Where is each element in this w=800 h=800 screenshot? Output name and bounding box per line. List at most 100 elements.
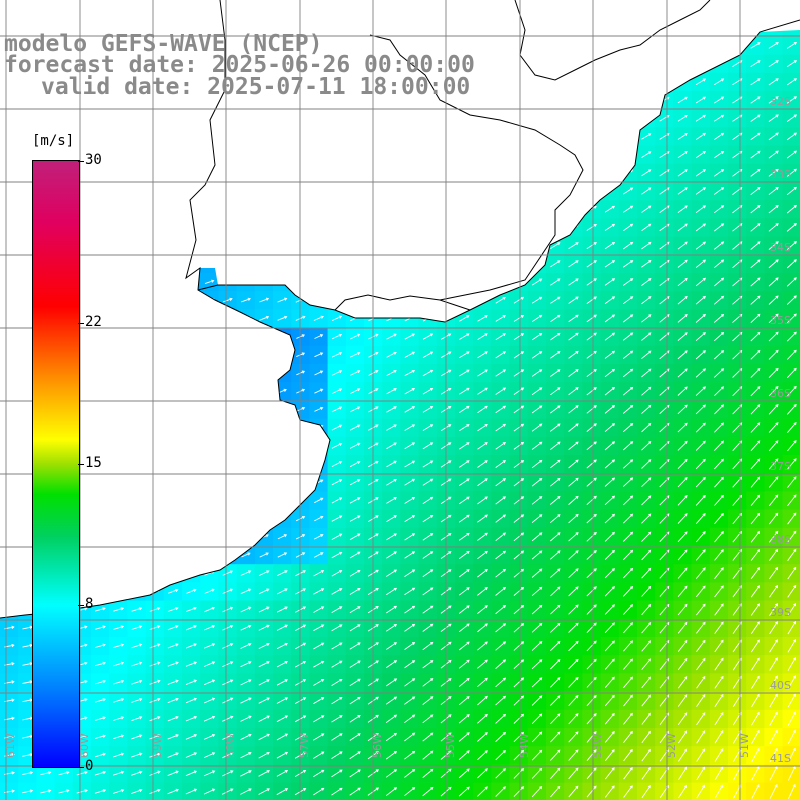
- wind-arrow: [695, 386, 706, 396]
- wind-arrow: [258, 715, 270, 722]
- wind-arrow: [695, 404, 706, 415]
- wind-arrow: [586, 550, 597, 560]
- wind-arrow: [641, 694, 652, 707]
- wind-arrow: [531, 749, 543, 761]
- wind-arrow: [422, 732, 434, 742]
- wind-arrow: [458, 750, 470, 761]
- wind-arrow: [604, 314, 616, 323]
- wind-arrow: [696, 621, 706, 634]
- wind-arrow: [696, 585, 706, 598]
- wind-arrow: [386, 642, 397, 650]
- wind-arrow: [477, 369, 488, 377]
- longitude-label: 56W: [371, 733, 384, 758]
- wind-arrow: [276, 606, 288, 613]
- wind-arrow: [240, 715, 252, 722]
- wind-arrow: [604, 731, 615, 743]
- wind-arrow: [240, 788, 252, 795]
- wind-arrow: [677, 114, 688, 122]
- wind-arrow: [568, 387, 579, 396]
- wind-arrow: [622, 549, 634, 561]
- longitude-label: 52W: [665, 733, 678, 758]
- wind-arrow: [695, 295, 706, 305]
- wind-arrow: [477, 387, 488, 395]
- wind-arrow: [314, 352, 324, 358]
- wind-arrow: [586, 658, 597, 670]
- wind-arrow: [459, 351, 470, 359]
- wind-arrow: [185, 606, 197, 613]
- wind-arrow: [641, 549, 652, 561]
- wind-arrow: [385, 769, 398, 778]
- wind-arrow: [750, 422, 761, 433]
- latitude-label: 41S: [770, 752, 791, 765]
- wind-arrow: [349, 479, 361, 486]
- wind-arrow: [386, 333, 397, 340]
- wind-arrow: [768, 476, 779, 488]
- wind-arrow: [750, 639, 760, 653]
- wind-arrow: [586, 694, 597, 707]
- wind-arrow: [641, 748, 651, 762]
- wind-arrow: [714, 476, 724, 488]
- wind-arrow: [696, 675, 706, 689]
- wind-arrow: [568, 695, 579, 707]
- wind-arrow: [513, 296, 525, 304]
- wind-arrow: [495, 586, 507, 596]
- wind-arrow: [513, 550, 525, 560]
- wind-arrow: [385, 660, 398, 669]
- wind-arrow: [786, 150, 797, 159]
- wind-arrow: [695, 567, 706, 579]
- wind-arrow: [641, 784, 651, 798]
- wind-arrow: [714, 187, 725, 195]
- wind-arrow: [586, 749, 597, 761]
- wind-arrow: [641, 603, 652, 616]
- longitude-label: 55W: [444, 733, 457, 758]
- wind-arrow: [113, 607, 125, 612]
- wind-arrow: [604, 568, 615, 579]
- wind-arrow: [768, 530, 779, 543]
- wind-arrow: [586, 586, 597, 597]
- wind-arrow: [568, 640, 579, 652]
- wind-arrow: [113, 734, 125, 740]
- wind-arrow: [786, 42, 798, 49]
- wind-arrow: [677, 531, 688, 543]
- wind-arrow: [568, 495, 579, 505]
- wind-arrow: [513, 623, 525, 633]
- wind-arrow: [349, 406, 361, 413]
- wind-arrow: [331, 624, 343, 632]
- wind-arrow: [495, 677, 507, 688]
- latitude-label: 39S: [770, 606, 791, 619]
- wind-arrow: [695, 422, 706, 433]
- wind-arrow: [349, 606, 361, 614]
- wind-arrow: [550, 477, 561, 487]
- wind-arrow: [696, 748, 706, 762]
- wind-arrow: [386, 442, 397, 450]
- wind-arrow: [786, 385, 797, 397]
- wind-arrow: [751, 675, 760, 689]
- wind-arrow: [131, 643, 143, 649]
- wind-arrow: [641, 422, 652, 433]
- wind-arrow: [768, 512, 779, 525]
- wind-arrow: [477, 659, 488, 669]
- wind-arrow: [404, 587, 416, 596]
- wind-arrow: [167, 661, 179, 667]
- wind-arrow: [714, 730, 724, 744]
- wind-arrow: [714, 531, 724, 543]
- wind-arrow: [531, 278, 543, 286]
- wind-arrow: [768, 168, 779, 177]
- wind-arrow: [695, 277, 706, 287]
- wind-arrow: [22, 789, 34, 794]
- wind-arrow: [695, 132, 707, 140]
- wind-arrow: [641, 169, 652, 177]
- wind-arrow: [695, 313, 706, 323]
- wind-arrow: [531, 423, 543, 432]
- wind-arrow: [167, 734, 179, 740]
- wind-arrow: [586, 531, 597, 542]
- wind-arrow: [714, 693, 724, 707]
- wind-arrow: [58, 771, 70, 776]
- wind-arrow: [696, 784, 706, 799]
- wind-arrow: [750, 386, 761, 397]
- wind-arrow: [313, 679, 325, 686]
- wind-arrow: [714, 78, 725, 86]
- wind-arrow: [331, 678, 343, 686]
- wind-arrow: [513, 459, 525, 469]
- wind-arrow: [568, 459, 579, 469]
